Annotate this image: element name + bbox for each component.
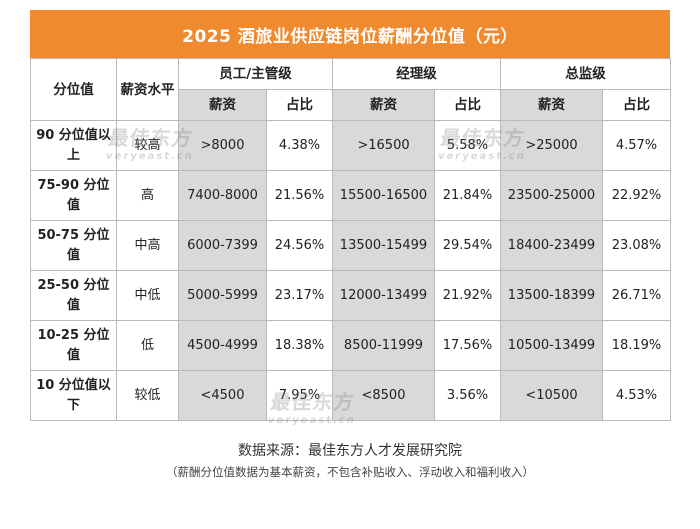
salary-cell: 5000-5999 — [178, 270, 267, 321]
level-cell: 高 — [116, 170, 179, 221]
ratio-cell: 5.58% — [434, 120, 501, 171]
ratio-cell: 24.56% — [266, 220, 333, 271]
percentile-cell: 50-75 分位值 — [30, 220, 117, 271]
salary-cell: 8500-11999 — [332, 320, 435, 371]
header-ratio: 占比 — [266, 89, 333, 121]
ratio-cell: 22.92% — [602, 170, 671, 221]
salary-cell: 7400-8000 — [178, 170, 267, 221]
data-source: 数据来源：最佳东方人才发展研究院 — [238, 443, 462, 459]
header-group-manager: 经理级 — [332, 58, 501, 90]
header-group-staff: 员工/主管级 — [178, 58, 333, 90]
header-salary: 薪资 — [178, 89, 267, 121]
table-row: 10 分位值以下 较低 <4500 7.95% <8500 3.56% <10500 4.53… — [30, 370, 671, 421]
salary-cell: >16500 — [332, 120, 435, 171]
table-row: 50-75 分位值 中高 6000-7399 24.56% 13500-15499 29.… — [30, 220, 671, 271]
ratio-cell: 21.84% — [434, 170, 501, 221]
salary-cell: 15500-16500 — [332, 170, 435, 221]
table-row: 25-50 分位值 中低 5000-5999 23.17% 12000-13499 21.… — [30, 270, 671, 321]
ratio-cell: 4.57% — [602, 120, 671, 171]
level-cell: 较低 — [116, 370, 179, 421]
percentile-cell: 25-50 分位值 — [30, 270, 117, 321]
header-salary: 薪资 — [332, 89, 435, 121]
header-ratio: 占比 — [602, 89, 671, 121]
table-row: 10-25 分位值低 4500-4999 18.38% 8500-11999 17.56… — [30, 320, 671, 371]
salary-cell: <10500 — [500, 370, 603, 421]
ratio-cell: 21.92% — [434, 270, 501, 321]
ratio-cell: 21.56% — [266, 170, 333, 221]
salary-cell: 4500-4999 — [178, 320, 267, 371]
salary-table: 分位值 薪资水平 员工/主管级 经理级 总监级 薪资 占比 薪资 占比 薪资 占… — [30, 58, 671, 421]
salary-cell: 18400-23499 — [500, 220, 603, 271]
table-row: 75-90 分位值高 7400-8000 21.56% 15500-16500 21.8… — [30, 170, 671, 221]
ratio-cell: 4.53% — [602, 370, 671, 421]
ratio-cell: 26.71% — [602, 270, 671, 321]
table-row: 90 分位值以上 较高 >8000 4.38% >16500 5.58% >25000 4.5… — [30, 120, 671, 171]
level-cell: 中低 — [116, 270, 179, 321]
footnote: （薪酬分位值数据为基本薪资，不包含补贴收入、浮动收入和福利收入） — [166, 465, 534, 479]
salary-cell: >25000 — [500, 120, 603, 171]
ratio-cell: 17.56% — [434, 320, 501, 371]
ratio-cell: 18.19% — [602, 320, 671, 371]
header-level: 薪资水平 — [116, 58, 179, 121]
ratio-cell: 4.38% — [266, 120, 333, 171]
salary-cell: 13500-18399 — [500, 270, 603, 321]
salary-cell: 10500-13499 — [500, 320, 603, 371]
salary-cell: >8000 — [178, 120, 267, 171]
salary-cell: 23500-25000 — [500, 170, 603, 221]
table-title: 2025 酒旅业供应链岗位薪酬分位值（元） — [30, 10, 670, 58]
salary-cell: 6000-7399 — [178, 220, 267, 271]
ratio-cell: 18.38% — [266, 320, 333, 371]
ratio-cell: 23.17% — [266, 270, 333, 321]
salary-cell: 12000-13499 — [332, 270, 435, 321]
header-ratio: 占比 — [434, 89, 501, 121]
salary-cell: 13500-15499 — [332, 220, 435, 271]
level-cell: 中高 — [116, 220, 179, 271]
header-row-groups: 分位值 薪资水平 员工/主管级 经理级 总监级 — [30, 58, 671, 121]
ratio-cell: 7.95% — [266, 370, 333, 421]
ratio-cell: 3.56% — [434, 370, 501, 421]
percentile-cell: 10 分位值以下 — [30, 370, 117, 421]
level-cell: 较高 — [116, 120, 179, 171]
salary-cell: <4500 — [178, 370, 267, 421]
header-salary: 薪资 — [500, 89, 603, 121]
header-percentile: 分位值 — [30, 58, 117, 121]
salary-cell: <8500 — [332, 370, 435, 421]
percentile-cell: 75-90 分位值 — [30, 170, 117, 221]
ratio-cell: 29.54% — [434, 220, 501, 271]
header-row-subcolumns: 薪资 占比 薪资 占比 薪资 占比 — [31, 89, 671, 121]
ratio-cell: 23.08% — [602, 220, 671, 271]
level-cell: 低 — [116, 320, 179, 371]
percentile-cell: 90 分位值以上 — [30, 120, 117, 171]
percentile-cell: 10-25 分位值 — [30, 320, 117, 371]
header-group-director: 总监级 — [500, 58, 671, 90]
salary-table-container: 2025 酒旅业供应链岗位薪酬分位值（元） 分位值 薪资水平 员工/主管级 经理… — [30, 10, 671, 421]
